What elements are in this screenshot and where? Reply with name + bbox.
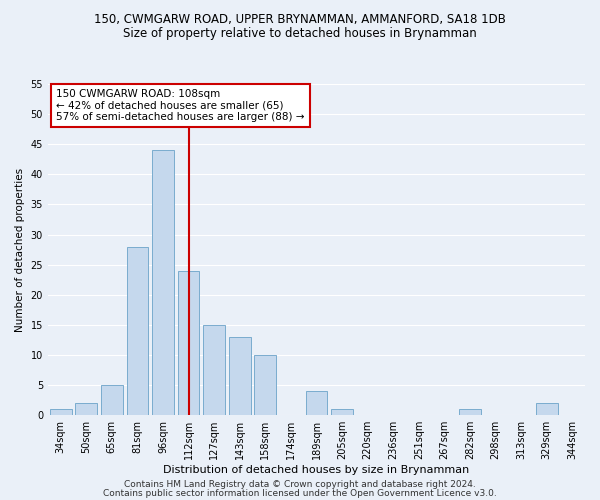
Text: Size of property relative to detached houses in Brynamman: Size of property relative to detached ho… xyxy=(123,28,477,40)
Bar xyxy=(76,403,97,415)
Bar xyxy=(254,355,276,415)
Text: 150 CWMGARW ROAD: 108sqm
← 42% of detached houses are smaller (65)
57% of semi-d: 150 CWMGARW ROAD: 108sqm ← 42% of detach… xyxy=(56,89,304,122)
Bar xyxy=(203,325,225,415)
Bar xyxy=(459,409,481,415)
Bar xyxy=(331,409,353,415)
Bar xyxy=(101,385,123,415)
Bar xyxy=(305,391,328,415)
Bar xyxy=(229,337,251,415)
Bar xyxy=(152,150,174,415)
Bar xyxy=(178,270,199,415)
Bar xyxy=(536,403,557,415)
Text: Contains HM Land Registry data © Crown copyright and database right 2024.: Contains HM Land Registry data © Crown c… xyxy=(124,480,476,489)
Y-axis label: Number of detached properties: Number of detached properties xyxy=(15,168,25,332)
Bar xyxy=(50,409,71,415)
Text: Contains public sector information licensed under the Open Government Licence v3: Contains public sector information licen… xyxy=(103,489,497,498)
X-axis label: Distribution of detached houses by size in Brynamman: Distribution of detached houses by size … xyxy=(163,465,470,475)
Text: 150, CWMGARW ROAD, UPPER BRYNAMMAN, AMMANFORD, SA18 1DB: 150, CWMGARW ROAD, UPPER BRYNAMMAN, AMMA… xyxy=(94,12,506,26)
Bar xyxy=(127,246,148,415)
